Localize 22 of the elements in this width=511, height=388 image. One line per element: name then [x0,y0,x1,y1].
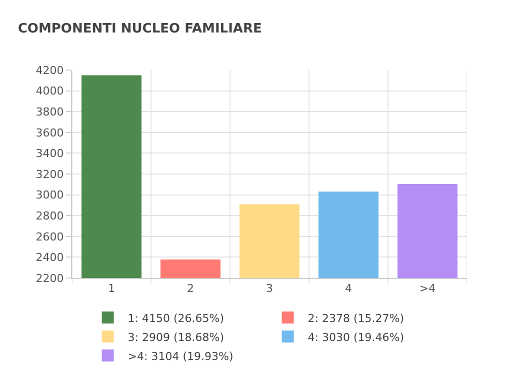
legend-label: >4: 3104 (19.93%) [128,350,234,363]
y-tick-label: 3600 [36,126,64,140]
chart-title: COMPONENTI NUCLEO FAMILIARE [18,21,262,36]
y-tick-label: 2600 [36,230,64,244]
x-tick-label: 1 [108,282,115,296]
y-tick-label: 2200 [36,272,64,285]
y-tick-label: 4200 [36,64,64,77]
y-tick-label: 2400 [36,251,64,264]
y-tick-label: 2800 [36,209,64,222]
x-tick-label: >4 [419,282,436,296]
y-tick-label: 4000 [36,84,64,98]
y-tick-label: 3400 [36,147,64,160]
y-tick-label: 3800 [36,105,64,118]
y-tick-label: 3200 [36,168,64,181]
y-tick-label: 3000 [36,188,64,202]
x-tick-label: 3 [266,282,273,296]
legend-label: 4: 3030 (19.46%) [308,330,404,344]
legend-label: 3: 2909 (18.68%) [128,330,224,344]
x-tick-label: 4 [345,282,352,296]
x-tick-label: 2 [187,282,194,296]
legend-label: 2: 2378 (15.27%) [308,312,404,325]
legend-label: 1: 4150 (26.65%) [128,312,224,325]
